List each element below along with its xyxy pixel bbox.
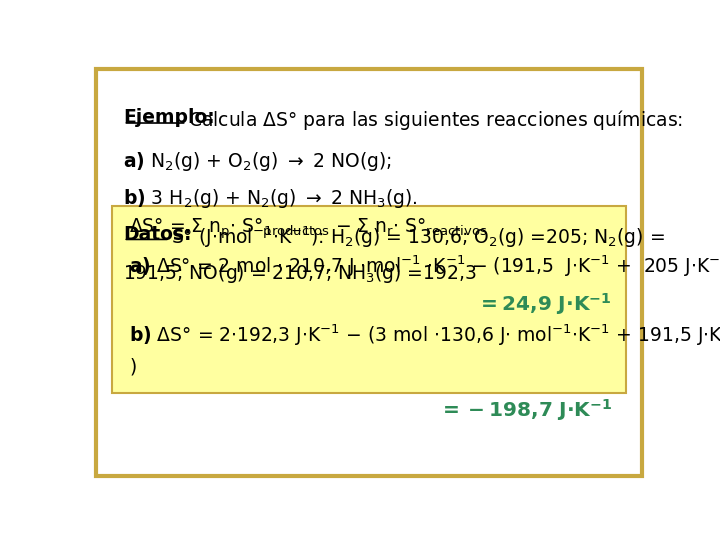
FancyBboxPatch shape <box>112 206 626 393</box>
Text: Ejemplo:: Ejemplo: <box>124 109 215 127</box>
Text: $\mathbf{b)}$ 3 H$_2$(g) + N$_2$(g) $\rightarrow$ 2 NH$_3$(g).: $\mathbf{b)}$ 3 H$_2$(g) + N$_2$(g) $\ri… <box>124 187 418 211</box>
FancyBboxPatch shape <box>96 69 642 476</box>
Text: $\mathbf{b)}$ $\Delta$S° = 2$\cdot$192,3 J$\cdot$K$^{-1}$ $-$ (3 mol $\cdot$130,: $\mathbf{b)}$ $\Delta$S° = 2$\cdot$192,3… <box>129 322 720 348</box>
Text: 191,5; NO(g) = 210,7; NH$_3$(g) =192,3: 191,5; NO(g) = 210,7; NH$_3$(g) =192,3 <box>124 262 477 285</box>
Text: ): ) <box>129 358 136 377</box>
Text: Calcula $\Delta$S° para las siguientes reacciones químicas:: Calcula $\Delta$S° para las siguientes r… <box>188 109 683 132</box>
Text: $\Delta$S° = $\Sigma$ n$_{\rm p}$$\cdot$ S°$_{\rm productos}$ $-$ $\Sigma$ n$_{\: $\Delta$S° = $\Sigma$ n$_{\rm p}$$\cdot$… <box>129 217 487 241</box>
Text: $\mathbf{a)}$ N$_2$(g) + O$_2$(g) $\rightarrow$ 2 NO(g);: $\mathbf{a)}$ N$_2$(g) + O$_2$(g) $\righ… <box>124 150 392 173</box>
Text: Datos:: Datos: <box>124 225 192 244</box>
Text: $\mathbf{=24{,}9\ J{\cdot}K^{-1}}$: $\mathbf{=24{,}9\ J{\cdot}K^{-1}}$ <box>477 292 612 318</box>
Text: $\mathbf{a)}$ $\Delta$S° = 2 mol $\cdot$ 210,7 J $\cdot$mol$^{-1}$ $\cdot$K$^{-1: $\mathbf{a)}$ $\Delta$S° = 2 mol $\cdot$… <box>129 254 720 280</box>
Text: $\mathbf{=-198{,}7\ J{\cdot}K^{-1}}$: $\mathbf{=-198{,}7\ J{\cdot}K^{-1}}$ <box>438 397 612 423</box>
Text: S° (J$\cdot$mol$^{-1}$$\cdot$K$^{-1}$): H$_2$(g) = 130,6; O$_2$(g) =205; N$_2$(g: S° (J$\cdot$mol$^{-1}$$\cdot$K$^{-1}$): … <box>171 225 665 251</box>
